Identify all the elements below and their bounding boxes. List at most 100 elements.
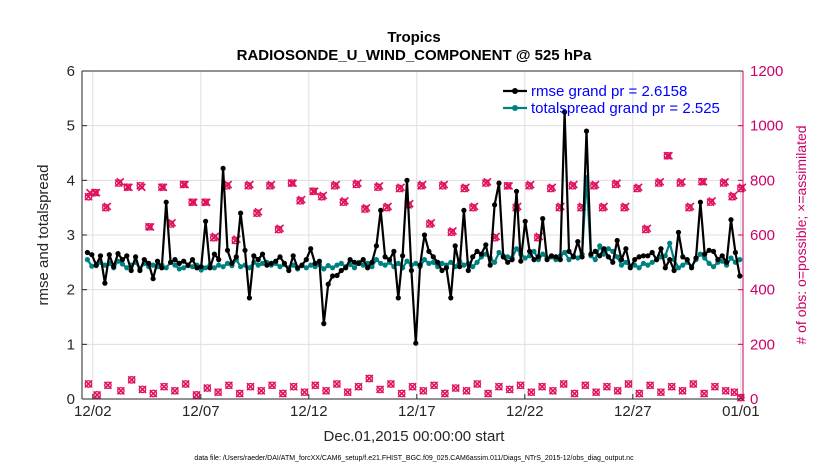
rmse-point: [570, 254, 577, 260]
obs-possible-point: [473, 380, 482, 388]
totalspread-point: [224, 260, 231, 266]
obs-assimilated-point: [462, 386, 471, 395]
obs-assimilated-point: [340, 196, 349, 205]
obs-possible-point: [235, 389, 244, 398]
totalspread-point: [566, 257, 572, 263]
rmse-point: [356, 260, 362, 266]
obs-assimilated-point: [634, 183, 643, 192]
rmse-point: [316, 258, 322, 264]
rmse-point: [614, 237, 620, 244]
obs-possible-point: [603, 382, 611, 391]
rmse-point: [111, 264, 117, 270]
totalspread-point: [216, 262, 222, 268]
rmse-point: [540, 216, 546, 222]
obs-assimilated-point: [613, 386, 622, 395]
obs-assimilated-point: [157, 183, 166, 192]
rmse-point: [211, 251, 217, 257]
obs-assimilated-point: [332, 379, 341, 389]
rmse-point: [259, 251, 266, 257]
rmse-point: [421, 232, 428, 238]
rmse-point: [417, 262, 423, 268]
obs-assimilated-point: [548, 386, 557, 395]
obs-assimilated-point: [677, 177, 686, 186]
rmse-point: [334, 272, 340, 279]
x-tick-label: 12/22: [506, 403, 544, 420]
rmse-point: [649, 249, 655, 256]
totalspread-point: [382, 262, 388, 268]
x-tick-label: 12/17: [398, 403, 436, 420]
rmse-point: [207, 265, 213, 271]
rmse-point: [496, 180, 502, 186]
totalspread-point: [439, 260, 445, 266]
totalspread-point: [649, 259, 655, 265]
obs-possible-point: [613, 386, 622, 395]
obs-possible-point: [635, 389, 644, 398]
totalspread-point: [562, 249, 568, 256]
rmse-point: [321, 321, 327, 327]
rmse-point: [220, 165, 226, 171]
obs-assimilated-point: [278, 389, 287, 398]
obs-assimilated-point: [235, 389, 244, 398]
totalspread-point: [728, 255, 734, 261]
rmse-point: [557, 257, 563, 263]
obs-assimilated-point: [461, 183, 470, 192]
rmse-point: [268, 260, 274, 266]
totalspread-point: [163, 265, 169, 271]
obs-assimilated-point: [214, 388, 223, 397]
obs-possible-point: [311, 381, 320, 390]
legend-spread-marker: [512, 105, 518, 111]
obs-assimilated-point: [503, 181, 512, 190]
obs-possible-point: [365, 374, 374, 383]
totalspread-point: [246, 265, 252, 271]
obs-possible-point: [700, 389, 708, 398]
rmse-point: [286, 267, 292, 274]
rmse-point: [303, 257, 309, 263]
obs-possible-point: [93, 391, 101, 399]
totalspread-point: [448, 259, 454, 265]
obs-assimilated-point: [84, 379, 93, 389]
rmse-point: [618, 257, 625, 263]
rmse-point: [233, 254, 239, 260]
totalspread-point: [321, 266, 327, 272]
rmse-point: [115, 251, 121, 257]
rmse-point: [509, 257, 515, 263]
rmse-point: [579, 254, 585, 260]
obs-possible-point: [730, 388, 739, 397]
obs-possible-point: [592, 388, 600, 397]
totalspread-point: [623, 259, 629, 265]
y-axis-left-label: rmse and totalspread: [35, 165, 52, 306]
obs-possible-point: [387, 380, 395, 388]
obs-assimilated-point: [470, 202, 479, 211]
obs-assimilated-point: [343, 388, 352, 397]
rmse-point: [273, 258, 279, 264]
obs-assimilated-point: [689, 379, 698, 389]
obs-assimilated-point: [419, 386, 428, 395]
obs-possible-point: [145, 222, 153, 231]
totalspread-point: [277, 264, 283, 270]
obs-assimilated-point: [123, 183, 132, 192]
totalspread-point: [492, 259, 498, 265]
rmse-point: [181, 258, 187, 264]
obs-assimilated-point: [526, 180, 535, 189]
obs-assimilated-point: [311, 381, 320, 390]
rmse-point: [452, 243, 458, 249]
obs-assimilated-point: [201, 198, 210, 207]
obs-assimilated-point: [643, 224, 652, 233]
obs-assimilated-point: [621, 202, 630, 211]
rmse-point: [373, 243, 379, 249]
obs-assimilated-point: [418, 180, 427, 189]
totalspread-point: [702, 255, 708, 261]
obs-assimilated-point: [384, 202, 393, 211]
totalspread-point: [338, 260, 344, 266]
obs-assimilated-point: [124, 183, 133, 192]
rmse-point: [264, 262, 270, 268]
rmse-point: [308, 246, 314, 252]
obs-assimilated-point: [635, 389, 644, 398]
obs-possible-point: [441, 389, 449, 398]
rmse-point: [246, 295, 252, 301]
totalspread-point: [89, 263, 95, 269]
obs-possible-point: [179, 180, 188, 189]
obs-assimilated-point: [646, 381, 655, 390]
rmse-point: [601, 246, 607, 252]
obs-assimilated-point: [322, 386, 331, 395]
